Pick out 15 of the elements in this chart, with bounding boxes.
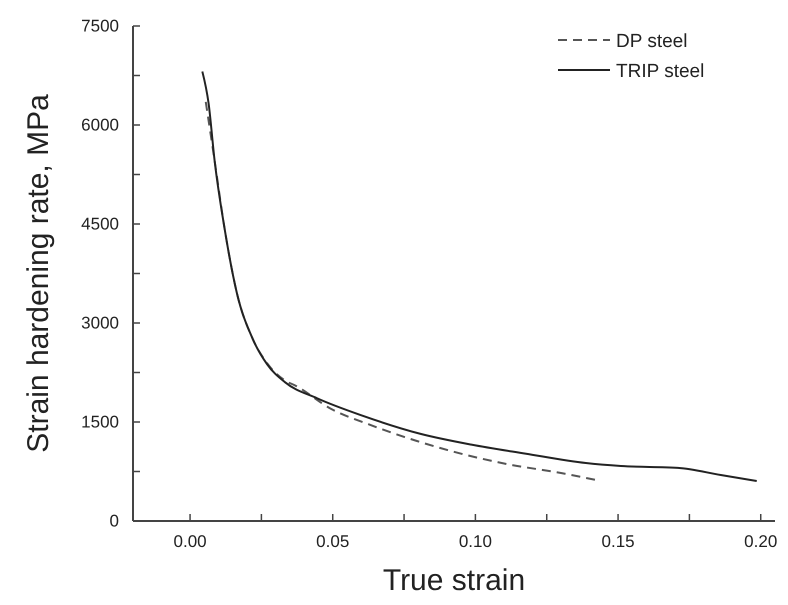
y-tick-label: 4500 xyxy=(81,214,119,234)
y-tick-label: 7500 xyxy=(81,16,119,36)
x-tick-label: 0.15 xyxy=(602,532,635,552)
x-tick-label: 0.05 xyxy=(316,532,350,552)
y-tick-label: 0 xyxy=(110,511,119,530)
y-tick-label: 3000 xyxy=(81,313,119,332)
x-tick-label: 0.10 xyxy=(458,532,492,552)
x-tick-label: 0.00 xyxy=(174,532,207,552)
legend-label: DP steel xyxy=(616,31,688,52)
x-tick-label: 0.20 xyxy=(744,532,778,552)
y-tick-label: 1500 xyxy=(81,412,119,432)
y-tick-label: 6000 xyxy=(81,115,119,134)
y-axis-title: Strain hardening rate, MPa xyxy=(22,94,55,453)
x-axis-title: True strain xyxy=(382,564,526,597)
legend-label: TRIP steel xyxy=(616,61,704,82)
